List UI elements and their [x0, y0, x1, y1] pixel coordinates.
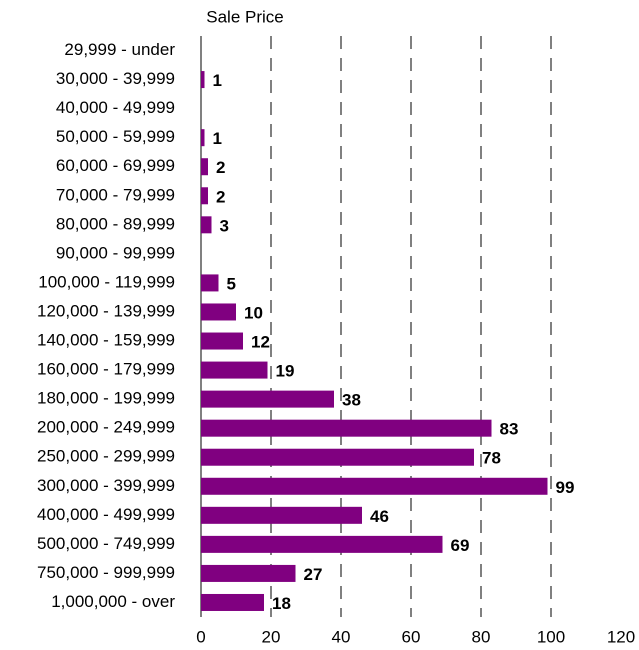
x-tick-label: 40 [332, 627, 351, 646]
bar [201, 71, 205, 89]
chart-title: Sale Price [206, 7, 283, 26]
value-label: 5 [227, 274, 236, 293]
y-tick-label: 160,000 - 179,999 [37, 360, 175, 379]
y-tick-label: 100,000 - 119,999 [38, 272, 175, 291]
value-label: 2 [216, 158, 225, 177]
y-tick-label: 40,000 - 49,999 [56, 98, 175, 117]
x-tick-label: 120 [607, 627, 635, 646]
bar [201, 448, 474, 466]
bar [201, 419, 492, 437]
y-tick-label: 500,000 - 749,999 [37, 534, 175, 553]
y-tick-label: 750,000 - 999,999 [37, 563, 175, 582]
value-label: 3 [220, 216, 229, 235]
value-label: 1 [213, 129, 222, 148]
bar [201, 535, 443, 553]
value-label: 1 [213, 71, 222, 90]
value-label: 10 [244, 303, 263, 322]
value-label: 19 [276, 362, 295, 381]
y-tick-label: 90,000 - 99,999 [56, 243, 175, 262]
bar [201, 477, 548, 495]
y-tick-label: 70,000 - 79,999 [56, 185, 175, 204]
bar [201, 158, 208, 176]
value-label: 46 [370, 507, 389, 526]
value-label: 18 [272, 594, 291, 613]
bar [201, 593, 264, 611]
bar [201, 361, 268, 379]
value-label: 12 [251, 333, 270, 352]
x-tick-label: 60 [402, 627, 421, 646]
x-tick-label: 80 [472, 627, 491, 646]
bar [201, 506, 362, 524]
y-tick-label: 50,000 - 59,999 [56, 127, 175, 146]
bar [201, 274, 219, 292]
bar [201, 187, 208, 205]
y-tick-label: 30,000 - 39,999 [56, 69, 175, 88]
y-tick-label: 29,999 - under [64, 40, 175, 59]
x-tick-label: 20 [262, 627, 281, 646]
y-tick-label: 400,000 - 499,999 [37, 505, 175, 524]
y-tick-label: 1,000,000 - over [51, 592, 175, 611]
x-tick-label: 100 [537, 627, 565, 646]
bar [201, 564, 296, 582]
bar [201, 332, 243, 350]
value-label: 78 [482, 449, 501, 468]
bar [201, 216, 212, 234]
value-label: 27 [304, 565, 323, 584]
value-label: 2 [216, 187, 225, 206]
y-tick-label: 250,000 - 299,999 [37, 447, 175, 466]
value-label: 99 [556, 478, 575, 497]
y-tick-label: 140,000 - 159,999 [37, 331, 175, 350]
x-tick-label: 0 [196, 627, 205, 646]
y-tick-label: 60,000 - 69,999 [56, 156, 175, 175]
bar [201, 390, 334, 408]
y-tick-label: 200,000 - 249,999 [37, 418, 175, 437]
y-tick-label: 80,000 - 89,999 [56, 214, 175, 233]
value-label: 83 [500, 420, 519, 439]
y-tick-label: 120,000 - 139,999 [37, 301, 175, 320]
bar [201, 303, 236, 321]
bar [201, 129, 205, 147]
value-label: 38 [342, 391, 361, 410]
y-tick-label: 180,000 - 199,999 [37, 389, 175, 408]
value-label: 69 [451, 536, 470, 555]
y-tick-label: 300,000 - 399,999 [37, 476, 175, 495]
